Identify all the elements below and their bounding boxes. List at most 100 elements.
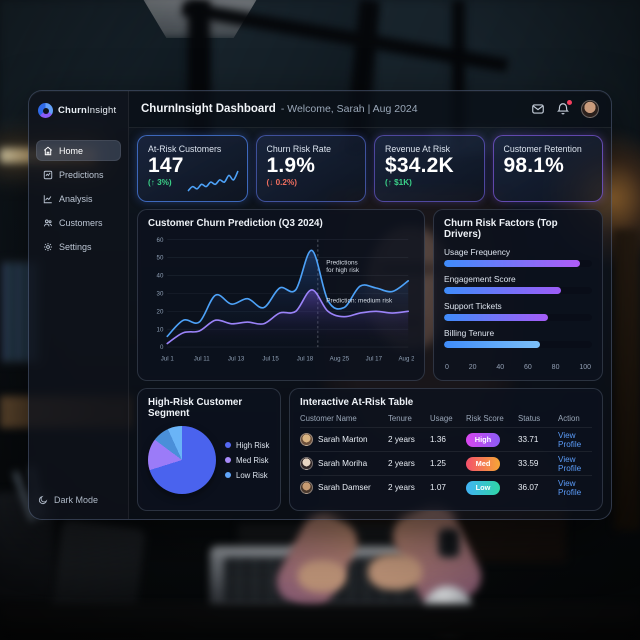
panel-title: Customer Churn Prediction (Q3 2024): [148, 218, 323, 229]
svg-text:40: 40: [157, 273, 164, 280]
predictions-icon: [43, 170, 53, 179]
factor-bar: [444, 287, 561, 294]
kpi-value: 1.9%: [266, 154, 316, 177]
risk-pill[interactable]: Low: [466, 480, 500, 495]
topbar-actions: [531, 100, 599, 118]
table-row[interactable]: Sarah Marton 2 years 1.36 High 33.71 Vie…: [300, 427, 592, 451]
kpi-label: Revenue At Risk: [385, 144, 451, 154]
kpi-label: Churn Risk Rate: [266, 144, 332, 154]
churn-prediction-chart: 0 10 20 30 40 50 60 Jul 1 Jul 11 Jul 13 Jul 15 Jul …: [157, 237, 414, 363]
dashboard-main: ChurnInsight Dashboard - Welcome, Sarah …: [129, 91, 611, 519]
svg-text:50: 50: [157, 255, 164, 262]
svg-text:Prediction: medium risk: Prediction: medium risk: [326, 297, 393, 304]
factor-row: Support Tickets: [444, 301, 592, 321]
churn-prediction-panel: Customer Churn Prediction (Q3 2024) 0 10 2…: [137, 209, 425, 381]
sidebar-item-predictions[interactable]: Predictions: [36, 164, 121, 185]
svg-text:Jul 15: Jul 15: [262, 356, 279, 363]
mail-icon[interactable]: [531, 102, 545, 116]
bottom-row: High-Risk Customer Segment High Risk Med…: [137, 388, 603, 511]
customers-icon: [44, 219, 52, 226]
kpi-card-churn-risk-rate: Churn Risk Rate 1.9% (↓ 0.2%): [255, 135, 366, 202]
dashboard-content: At-Risk Customers 147 (↑ 3%) Churn Risk …: [129, 128, 611, 519]
sidebar: ChurnInsight Home Predictions Analysis: [29, 91, 129, 519]
table-row[interactable]: Sarah Moriha 2 years 1.25 Med 33.59 View…: [300, 451, 592, 475]
table-header: Customer Name Tenure Usage Risk Score St…: [300, 414, 580, 423]
kpi-card-revenue-at-risk: Revenue At Risk $34.2K (↑ $1K): [374, 135, 485, 202]
at-risk-table-panel: Interactive At-Risk Table Customer Name …: [289, 388, 603, 511]
kpi-delta: (↑ 3%): [148, 178, 172, 188]
bell-icon[interactable]: [556, 100, 572, 116]
churninsight-dashboard-window: ChurnInsight Home Predictions Analysis: [28, 90, 612, 520]
woman-hand: [298, 560, 346, 592]
kpi-value: $34.2K: [385, 154, 454, 177]
legend-dot: [225, 472, 231, 478]
sidebar-item-label: Customers: [59, 217, 103, 228]
brand-logo: ChurnInsight: [29, 91, 128, 128]
table-row[interactable]: Sarah Damser 2 years 1.07 Low 36.07 View…: [300, 475, 592, 499]
moon-icon: [38, 495, 48, 505]
view-profile-link[interactable]: View Profile: [558, 478, 582, 497]
svg-text:Jul 11: Jul 11: [194, 356, 211, 363]
wall: [614, 230, 640, 530]
sidebar-item-label: Settings: [59, 241, 92, 252]
panel-title: Churn Risk Factors (Top Drivers): [444, 218, 558, 240]
svg-text:Aug 21: Aug 21: [398, 356, 414, 363]
kpi-row: At-Risk Customers 147 (↑ 3%) Churn Risk …: [137, 135, 603, 202]
factor-bar: [444, 260, 581, 267]
kpi-card-customer-retention: Customer Retention 98.1%: [492, 135, 603, 202]
sidebar-item-home[interactable]: Home: [36, 140, 121, 161]
factor-bar: [444, 341, 541, 348]
svg-text:Aug 25: Aug 25: [330, 356, 350, 363]
settings-icon: [44, 242, 52, 251]
view-profile-link[interactable]: View Profile: [558, 454, 582, 473]
svg-text:20: 20: [157, 308, 164, 315]
svg-text:Jul 18: Jul 18: [297, 356, 314, 363]
user-avatar[interactable]: [581, 100, 599, 118]
churninsight-logo-icon: [38, 103, 53, 118]
home-icon: [43, 146, 53, 155]
kpi-label: Customer Retention: [503, 144, 582, 154]
sidebar-item-analysis[interactable]: Analysis: [36, 188, 121, 209]
row-avatar: [300, 481, 313, 494]
kpi-delta: (↑ $1K): [385, 178, 412, 188]
risk-factors-panel: Churn Risk Factors (Top Drivers) Usage F…: [433, 209, 603, 381]
risk-pill[interactable]: Med: [466, 456, 500, 471]
svg-text:Jul 13: Jul 13: [228, 356, 245, 363]
risk-pill[interactable]: High: [466, 432, 500, 447]
segment-pie-chart: [148, 426, 216, 494]
analysis-icon: [43, 194, 52, 203]
view-profile-link[interactable]: View Profile: [558, 430, 582, 449]
row-avatar: [300, 433, 313, 446]
panel-title: High-Risk Customer Segment: [148, 397, 243, 419]
charts-row: Customer Churn Prediction (Q3 2024) 0 10 2…: [137, 209, 603, 381]
svg-text:Jul 17: Jul 17: [366, 356, 383, 363]
factor-row: Billing Tenure: [444, 328, 592, 348]
legend-dot: [225, 442, 231, 448]
svg-text:30: 30: [157, 290, 164, 297]
dark-mode-label: Dark Mode: [54, 495, 99, 505]
top-bar: ChurnInsight Dashboard - Welcome, Sarah …: [129, 91, 611, 128]
factor-bar: [444, 314, 548, 321]
woman-hand: [368, 554, 422, 590]
desk-edge: [0, 604, 640, 640]
sidebar-item-customers[interactable]: Customers: [36, 212, 121, 233]
legend-dot: [225, 457, 231, 463]
segment-panel: High-Risk Customer Segment High Risk Med…: [137, 388, 281, 511]
kpi-card-at-risk-customers: At-Risk Customers 147 (↑ 3%): [137, 135, 248, 202]
kpi-value: 98.1%: [503, 154, 565, 177]
sidebar-item-label: Analysis: [59, 193, 93, 204]
svg-text:0: 0: [160, 344, 164, 351]
dark-mode-toggle[interactable]: Dark Mode: [29, 495, 128, 519]
svg-text:Jul 1: Jul 1: [161, 356, 175, 363]
factor-axis: 0 20 40 60 80 100: [445, 364, 591, 371]
factor-row: Usage Frequency: [444, 247, 592, 267]
row-avatar: [300, 457, 313, 470]
svg-text:10: 10: [157, 326, 164, 333]
notification-dot: [567, 100, 572, 105]
wrist-watch: [438, 528, 460, 558]
sidebar-item-settings[interactable]: Settings: [36, 236, 121, 257]
kpi-delta: (↓ 0.2%): [266, 178, 297, 188]
kpi-sparkline: [186, 170, 239, 192]
factor-row: Engagement Score: [444, 274, 592, 294]
